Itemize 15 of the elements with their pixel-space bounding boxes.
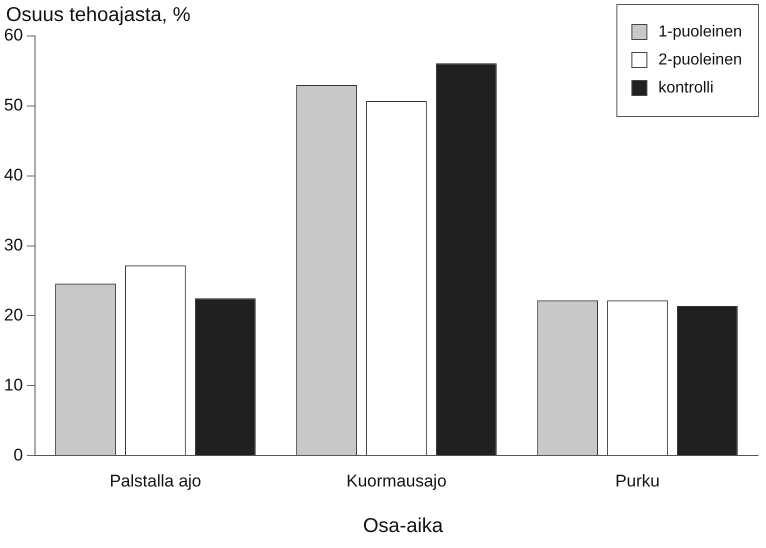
x-tick-label: Palstalla ajo	[110, 471, 202, 490]
y-tick-label: 50	[4, 96, 23, 115]
legend-label: 2-puoleinen	[658, 51, 742, 68]
y-tick-label: 30	[4, 235, 23, 254]
y-tick-label: 0	[13, 445, 23, 464]
y-tick-label: 60	[4, 26, 23, 45]
x-tick-label: Purku	[615, 471, 660, 490]
y-tick-label: 40	[4, 166, 23, 185]
x-tick-label: Kuormausajo	[346, 471, 447, 490]
legend-label: 1-puoleinen	[658, 23, 742, 40]
y-axis-title: Osuus tehoajasta, %	[6, 4, 191, 27]
y-tick-label: 10	[4, 375, 23, 394]
legend-label: kontrolli	[658, 79, 714, 96]
x-axis-title: Osa-aika	[362, 515, 444, 538]
y-tick-label: 20	[4, 305, 23, 324]
